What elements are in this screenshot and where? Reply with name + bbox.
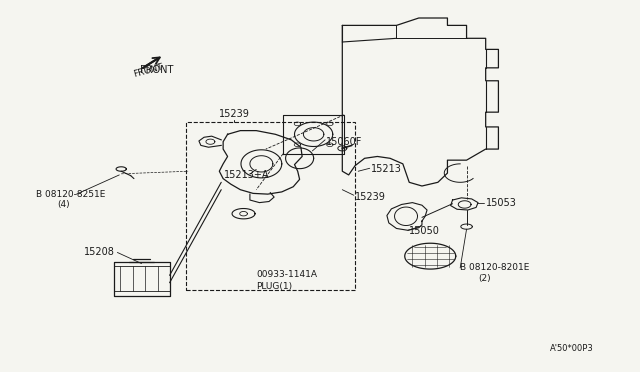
Text: 15050: 15050 (409, 226, 440, 236)
Text: 15053: 15053 (486, 198, 516, 208)
Bar (186, 122, 355, 290)
Text: FRONT: FRONT (132, 62, 164, 79)
Text: B 08120-8201E: B 08120-8201E (460, 263, 529, 272)
Text: 15239: 15239 (218, 109, 250, 119)
Text: A'50*00P3: A'50*00P3 (550, 344, 593, 353)
Text: FRONT: FRONT (140, 65, 173, 75)
Text: 15239: 15239 (355, 192, 386, 202)
Text: 15213: 15213 (371, 164, 402, 174)
Text: 00933-1141A: 00933-1141A (256, 270, 317, 279)
Text: 15208: 15208 (84, 247, 115, 257)
Text: 15213+A: 15213+A (225, 170, 270, 180)
Text: B 08120-8251E: B 08120-8251E (36, 190, 106, 199)
Text: (2): (2) (478, 274, 491, 283)
Text: PLUG(1): PLUG(1) (256, 282, 292, 291)
Text: (4): (4) (58, 200, 70, 209)
Bar (113, 262, 170, 296)
Text: 15060F: 15060F (326, 137, 363, 147)
